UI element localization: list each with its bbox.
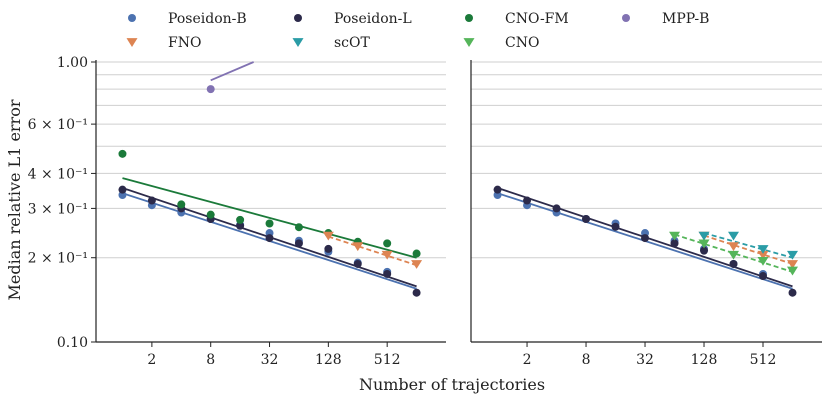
poseidon-l-point	[641, 234, 650, 243]
poseidon-l-point	[324, 244, 333, 253]
legend: Poseidon-B Poseidon-L CNO-FM MPP-B FNO scOT CN…	[126, 11, 709, 51]
poseidon-l-point	[700, 246, 709, 255]
fno-legend-marker	[126, 38, 138, 47]
mpp-b-fit-line	[210, 61, 254, 82]
fno-point	[411, 260, 423, 269]
fno-point	[787, 260, 799, 269]
y-tick-label: 4 × 10⁻¹	[28, 166, 88, 182]
scot-fit-line	[703, 232, 793, 259]
scot-point	[787, 250, 799, 260]
poseidon-l-point	[265, 234, 274, 243]
fno-point	[757, 250, 769, 260]
poseidon-l-point	[353, 259, 362, 268]
right-x-ticks: 2 8 32 128 512	[523, 342, 777, 368]
right-panel: 2 8 32 128 512	[470, 60, 822, 368]
poseidon-l-point	[552, 204, 561, 213]
legend-label: CNO	[505, 35, 539, 51]
poseidon-l-point	[729, 259, 738, 268]
cno-fm-point	[294, 223, 303, 232]
poseidon-l-point	[759, 272, 768, 281]
cno-fm-point	[206, 210, 215, 219]
legend-label: CNO-FM	[505, 11, 569, 27]
scot-legend-marker	[292, 38, 304, 47]
x-tick-label: 128	[691, 352, 718, 368]
legend-label: Poseidon-B	[168, 11, 247, 27]
y-axis-title: Median relative L1 error	[5, 99, 24, 300]
fno-point	[352, 242, 364, 252]
x-tick-label: 128	[315, 352, 342, 368]
poseidon-l-point	[383, 269, 392, 278]
cno-point	[728, 250, 740, 260]
mpp-b-point	[206, 85, 215, 94]
fno-point	[381, 250, 393, 260]
y-tick-label: 3 × 10⁻¹	[28, 201, 88, 217]
scot-point	[757, 245, 769, 254]
poseidon-l-point	[582, 214, 591, 223]
right-data-points	[493, 185, 799, 297]
poseidon-l-point	[118, 185, 127, 194]
poseidon-l-point	[523, 196, 532, 205]
fno-fit-line	[703, 234, 793, 265]
legend-label: Poseidon-L	[334, 11, 412, 27]
cno-fm-legend-marker	[465, 14, 473, 22]
poseidon-l-point	[294, 239, 303, 248]
cno-point	[669, 231, 681, 241]
left-panel: 0.10 2 × 10⁻¹ 3 × 10⁻¹ 4 × 10⁻¹ 6 × 10⁻¹ 1.00…	[28, 55, 446, 368]
poseidon-l-point	[147, 196, 156, 205]
legend-label: scOT	[334, 35, 371, 51]
mpp-b-legend-marker	[622, 14, 630, 22]
cno-point	[698, 239, 710, 249]
left-x-ticks: 2 8 32 128 512	[147, 342, 401, 368]
poseidon-l-point	[611, 222, 620, 231]
poseidon-l-point	[788, 288, 797, 297]
cno-fm-point	[265, 219, 274, 228]
x-tick-label: 32	[261, 352, 279, 368]
x-tick-label: 32	[636, 352, 654, 368]
cno-fm-point	[118, 149, 127, 158]
scot-point	[698, 231, 710, 241]
cno-point	[757, 256, 769, 266]
y-tick-label: 6 × 10⁻¹	[28, 117, 88, 133]
poseidon-l-point	[670, 239, 679, 248]
legend-label: MPP-B	[662, 11, 709, 27]
cno-fm-point	[177, 200, 186, 209]
cno-fm-point	[383, 239, 392, 248]
y-tick-label: 0.10	[57, 335, 88, 351]
x-tick-label: 8	[582, 352, 591, 368]
fno-point	[322, 231, 334, 241]
cno-fm-point	[412, 249, 421, 258]
scot-point	[728, 231, 740, 241]
cno-point	[787, 266, 799, 276]
left-grid	[96, 61, 446, 343]
y-tick-label: 2 × 10⁻¹	[28, 251, 88, 267]
poseidon-l-legend-marker	[294, 14, 302, 22]
poseidon-b-legend-marker	[128, 14, 136, 22]
cno-fm-fit-line	[122, 177, 417, 259]
fno-point	[728, 242, 740, 252]
y-tick-label: 1.00	[57, 55, 88, 71]
x-tick-label: 2	[523, 352, 532, 368]
poseidon-l-point	[493, 185, 502, 194]
x-tick-label: 512	[374, 352, 401, 368]
cno-fm-point	[236, 215, 245, 224]
cno-legend-marker	[463, 38, 475, 47]
poseidon-l-point	[236, 221, 245, 230]
poseidon-l-point	[412, 288, 421, 297]
left-data-points	[118, 85, 423, 297]
x-tick-label: 2	[147, 352, 156, 368]
legend-label: FNO	[168, 35, 201, 51]
x-tick-label: 512	[750, 352, 777, 368]
x-axis-title: Number of trajectories	[359, 375, 545, 394]
x-tick-label: 8	[206, 352, 215, 368]
left-y-ticks: 0.10 2 × 10⁻¹ 3 × 10⁻¹ 4 × 10⁻¹ 6 × 10⁻¹ 1.00	[28, 55, 96, 351]
cno-fit-line	[674, 233, 793, 273]
left-fit-lines	[122, 61, 417, 290]
